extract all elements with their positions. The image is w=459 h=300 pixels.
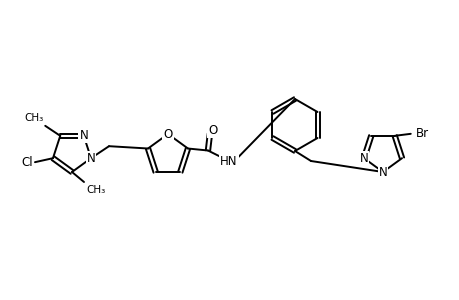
Text: N: N — [378, 166, 386, 178]
Text: CH₃: CH₃ — [86, 185, 105, 195]
Text: Cl: Cl — [21, 156, 33, 169]
Text: HN: HN — [220, 155, 237, 168]
Text: O: O — [208, 124, 217, 137]
Text: CH₃: CH₃ — [24, 113, 43, 123]
Text: N: N — [359, 152, 368, 165]
Text: O: O — [163, 128, 172, 140]
Text: N: N — [79, 129, 88, 142]
Text: N: N — [86, 152, 95, 165]
Text: Br: Br — [415, 127, 428, 140]
